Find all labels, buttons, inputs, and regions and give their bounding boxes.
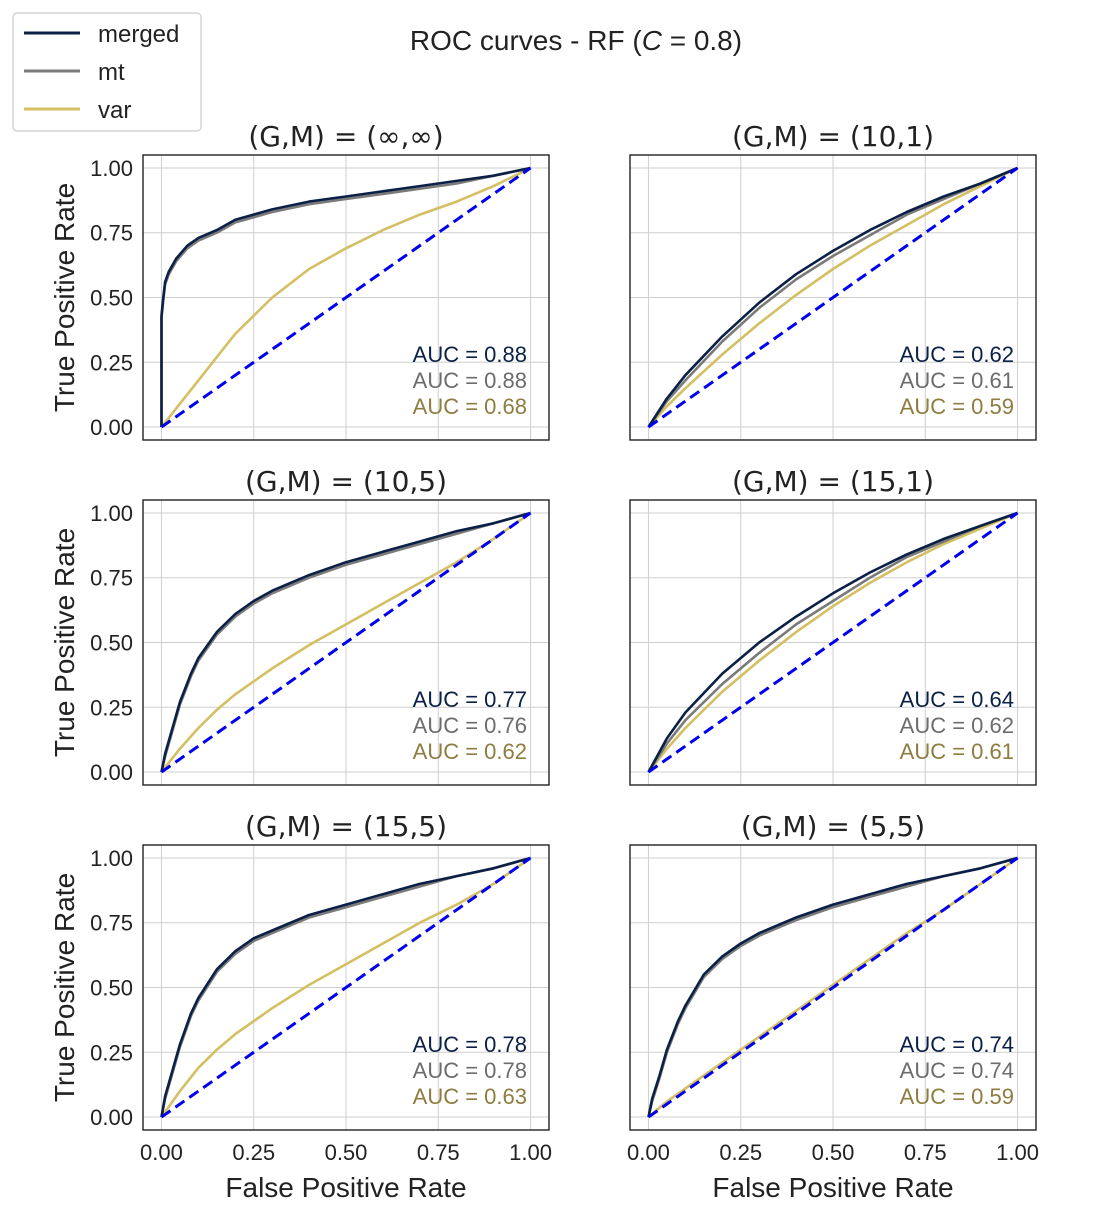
panel-title: (G,M) = (∞,∞)	[248, 120, 443, 153]
x-tick-label: 0.25	[719, 1140, 762, 1165]
roc-curve-merged	[160, 856, 531, 1118]
roc-curve-merged	[647, 166, 1019, 428]
auc-label-mt: AUC = 0.61	[900, 368, 1014, 393]
roc-curve-mt	[647, 166, 1019, 428]
x-tick-label: 0.75	[904, 1140, 947, 1165]
y-tick-label: 1.00	[90, 846, 133, 871]
y-tick-label: 0.50	[90, 976, 133, 1001]
roc-curve-var	[160, 856, 532, 1118]
x-tick-label: 0.75	[417, 1140, 460, 1165]
y-tick-label: 0.50	[90, 286, 133, 311]
panel-title: (G,M) = (15,5)	[245, 810, 447, 843]
x-axis-label: False Positive Rate	[225, 1172, 466, 1203]
x-tick-label: 0.25	[232, 1140, 275, 1165]
auc-label-merged: AUC = 0.64	[900, 687, 1014, 712]
chance-diagonal	[160, 856, 532, 1119]
auc-label-merged: AUC = 0.78	[413, 1032, 527, 1057]
roc-curve-var	[647, 166, 1019, 428]
axes-frame	[142, 844, 550, 1131]
auc-label-merged: AUC = 0.77	[413, 687, 527, 712]
axes-frame	[142, 154, 550, 441]
legend: merged mt var	[12, 12, 202, 132]
figure-title: ROC curves - RF (C = 0.8)	[410, 25, 742, 56]
panel-title: (G,M) = (10,1)	[732, 120, 934, 153]
axes-frame	[629, 154, 1037, 441]
x-tick-label: 0.00	[140, 1140, 183, 1165]
legend-frame	[12, 12, 202, 132]
x-tick-label: 0.00	[627, 1140, 670, 1165]
roc-curve-mt	[647, 511, 1018, 773]
chance-diagonal	[647, 166, 1019, 429]
axes-frame	[629, 499, 1037, 786]
roc-curve-var	[160, 511, 532, 773]
x-tick-label: 0.50	[325, 1140, 368, 1165]
chance-diagonal	[160, 511, 532, 774]
y-tick-label: 1.00	[90, 156, 133, 181]
y-tick-label: 0.25	[90, 350, 133, 375]
legend-label-mt: mt	[98, 59, 125, 86]
y-tick-label: 0.25	[90, 695, 133, 720]
x-tick-label: 1.00	[996, 1140, 1039, 1165]
auc-label-var: AUC = 0.59	[900, 394, 1014, 419]
auc-label-mt: AUC = 0.62	[900, 713, 1014, 738]
auc-label-mt: AUC = 0.74	[900, 1058, 1014, 1083]
roc-curve-merged	[647, 511, 1018, 773]
x-tick-label: 1.00	[509, 1140, 552, 1165]
y-tick-label: 0.00	[90, 1105, 133, 1130]
y-tick-label: 1.00	[90, 501, 133, 526]
axes-frame	[629, 844, 1037, 1131]
roc-curve-var	[160, 166, 532, 428]
auc-label-mt: AUC = 0.76	[413, 713, 527, 738]
x-axis-label: False Positive Rate	[712, 1172, 953, 1203]
auc-label-mt: AUC = 0.88	[413, 368, 527, 393]
chance-diagonal	[647, 511, 1019, 774]
auc-label-var: AUC = 0.63	[413, 1084, 527, 1109]
y-tick-label: 0.00	[90, 760, 133, 785]
auc-label-var: AUC = 0.68	[413, 394, 527, 419]
axes-frame	[142, 499, 550, 786]
y-tick-label: 0.00	[90, 415, 133, 440]
chance-diagonal	[160, 166, 532, 429]
panel-title: (G,M) = (15,1)	[732, 465, 934, 498]
roc-curve-var	[647, 511, 1019, 773]
roc-curve-merged	[160, 166, 531, 427]
panel-title: (G,M) = (10,5)	[245, 465, 447, 498]
chance-diagonal	[647, 856, 1019, 1119]
y-tick-label: 0.25	[90, 1040, 133, 1065]
auc-label-var: AUC = 0.61	[900, 739, 1014, 764]
y-axis-label: True Positive Rate	[49, 528, 80, 757]
roc-curve-merged	[647, 856, 1018, 1118]
auc-label-mt: AUC = 0.78	[413, 1058, 527, 1083]
x-tick-label: 0.50	[812, 1140, 855, 1165]
y-tick-label: 0.50	[90, 631, 133, 656]
y-tick-label: 0.75	[90, 566, 133, 591]
auc-label-merged: AUC = 0.74	[900, 1032, 1014, 1057]
y-axis-label: True Positive Rate	[49, 183, 80, 412]
y-tick-label: 0.75	[90, 221, 133, 246]
roc-curve-merged	[160, 511, 531, 773]
auc-label-merged: AUC = 0.88	[413, 342, 527, 367]
y-axis-label: True Positive Rate	[49, 873, 80, 1102]
y-tick-label: 0.75	[90, 911, 133, 936]
auc-label-var: AUC = 0.62	[413, 739, 527, 764]
auc-label-var: AUC = 0.59	[900, 1084, 1014, 1109]
legend-label-merged: merged	[98, 21, 179, 48]
auc-label-merged: AUC = 0.62	[900, 342, 1014, 367]
panel-title: (G,M) = (5,5)	[741, 810, 925, 843]
legend-label-var: var	[98, 97, 131, 124]
